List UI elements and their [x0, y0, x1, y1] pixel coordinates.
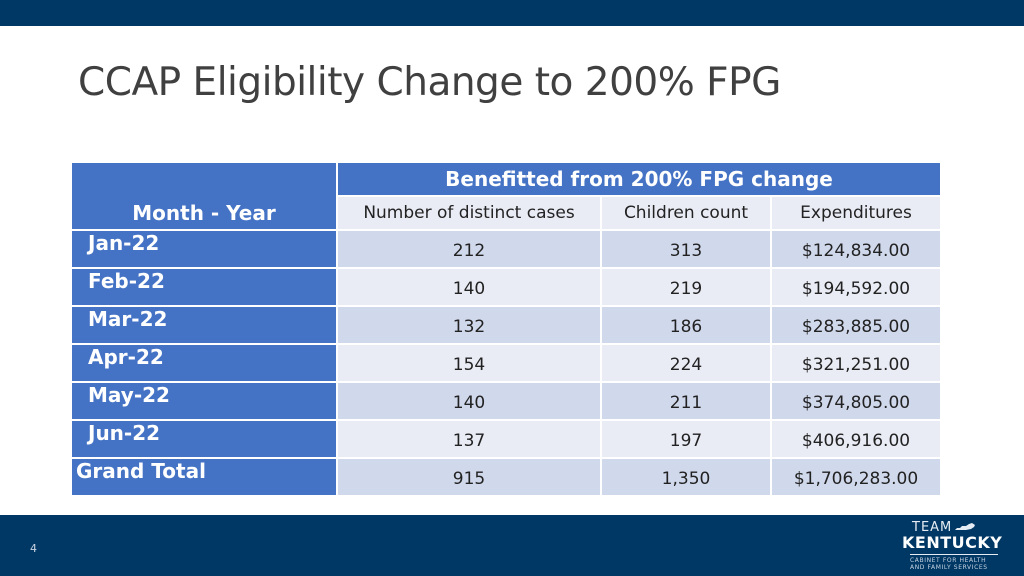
logo-cabinet-text: CABINET FOR HEALTH AND FAMILY SERVICES	[910, 557, 988, 571]
expenditures-cell: $406,916.00	[770, 419, 942, 459]
cases-cell: 140	[336, 267, 602, 307]
expenditures-cell: $194,592.00	[770, 267, 942, 307]
cases-cell: 137	[336, 419, 602, 459]
logo-divider	[910, 554, 998, 555]
expenditures-cell: $283,885.00	[770, 305, 942, 345]
logo-cabinet-line-2: AND FAMILY SERVICES	[910, 564, 988, 571]
children-cell: 224	[600, 343, 772, 383]
slide-title: CCAP Eligibility Change to 200% FPG	[78, 60, 781, 105]
row-label: Mar-22	[70, 305, 338, 345]
logo-kentucky-text: KENTUCKY	[902, 533, 1003, 552]
cases-cell: 140	[336, 381, 602, 421]
expenditures-cell: $124,834.00	[770, 229, 942, 269]
cases-cell: 154	[336, 343, 602, 383]
table-row: Mar-22 132 186 $283,885.00	[70, 305, 942, 345]
row-label: Jan-22	[70, 229, 338, 269]
children-cell: 313	[600, 229, 772, 269]
cases-cell: 132	[336, 305, 602, 345]
children-cell: 186	[600, 305, 772, 345]
logo-cabinet-line-1: CABINET FOR HEALTH	[910, 557, 987, 564]
row-label: Apr-22	[70, 343, 338, 383]
grand-total-row: Grand Total 915 1,350 $1,706,283.00	[70, 457, 942, 497]
total-expenditures-cell: $1,706,283.00	[770, 457, 942, 497]
table-row: Apr-22 154 224 $321,251.00	[70, 343, 942, 383]
team-kentucky-logo: TEAM KENTUCKY CABINET FOR HEALTH AND FAM…	[900, 519, 1010, 573]
expenditures-cell: $374,805.00	[770, 381, 942, 421]
row-header-month-year: Month - Year	[70, 161, 338, 231]
group-header: Benefitted from 200% FPG change	[336, 161, 942, 197]
cases-cell: 212	[336, 229, 602, 269]
top-banner	[0, 0, 1024, 26]
children-cell: 211	[600, 381, 772, 421]
table-row: Jan-22 212 313 $124,834.00	[70, 229, 942, 269]
footer-banner	[0, 515, 1024, 576]
row-label: May-22	[70, 381, 338, 421]
expenditures-cell: $321,251.00	[770, 343, 942, 383]
logo-team-text: TEAM	[912, 520, 953, 535]
page-number: 4	[30, 542, 37, 555]
table-row: Feb-22 140 219 $194,592.00	[70, 267, 942, 307]
column-header-cases: Number of distinct cases	[336, 195, 602, 231]
column-header-expenditures: Expenditures	[770, 195, 942, 231]
row-label: Feb-22	[70, 267, 338, 307]
children-cell: 219	[600, 267, 772, 307]
eligibility-table: Month - Year Benefitted from 200% FPG ch…	[70, 161, 942, 497]
grand-total-label: Grand Total	[70, 457, 338, 497]
total-children-cell: 1,350	[600, 457, 772, 497]
row-label: Jun-22	[70, 419, 338, 459]
total-cases-cell: 915	[336, 457, 602, 497]
children-cell: 197	[600, 419, 772, 459]
table-row: Jun-22 137 197 $406,916.00	[70, 419, 942, 459]
kentucky-state-icon	[955, 523, 975, 530]
column-header-children: Children count	[600, 195, 772, 231]
table-row: May-22 140 211 $374,805.00	[70, 381, 942, 421]
